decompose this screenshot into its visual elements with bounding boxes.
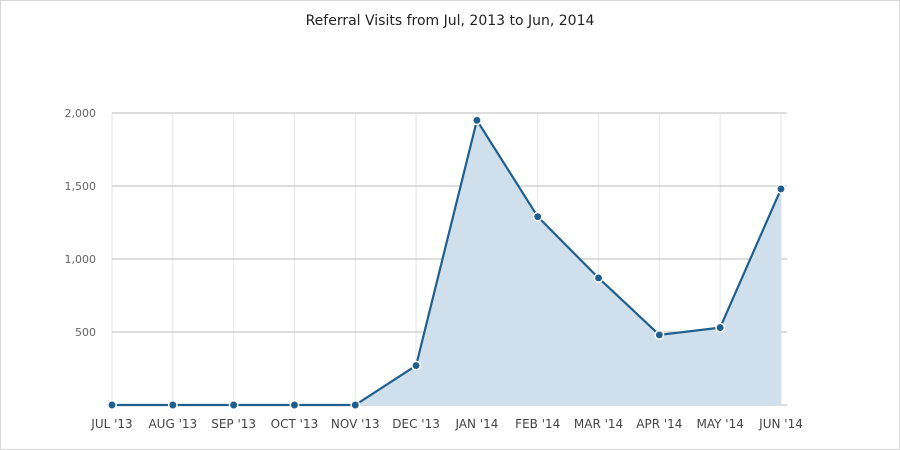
data-point-6 [471, 115, 482, 126]
data-point-5 [411, 360, 422, 371]
y-tick-label: 500 [75, 326, 96, 339]
data-point-7 [532, 211, 543, 222]
x-tick-label: SEP '13 [211, 417, 256, 431]
chart-title: Referral Visits from Jul, 2013 to Jun, 2… [305, 13, 595, 29]
data-point-1 [167, 400, 178, 410]
data-point-10 [715, 322, 726, 333]
x-tick-label: AUG '13 [148, 417, 197, 431]
y-tick-label: 1,500 [65, 180, 97, 193]
x-tick-label: APR '14 [636, 417, 682, 431]
series-area [112, 120, 781, 406]
data-point-4 [350, 400, 361, 410]
x-tick-label: JUL '13 [90, 417, 132, 431]
data-point-2 [228, 400, 239, 410]
data-point-3 [289, 400, 300, 410]
x-tick-label: MAR '14 [574, 417, 623, 431]
data-point-9 [654, 329, 665, 340]
x-tick-label: JUN '14 [758, 417, 803, 431]
x-tick-label: JAN '14 [454, 417, 498, 431]
x-tick-label: NOV '13 [331, 417, 380, 431]
data-point-0 [107, 400, 117, 410]
series-line [112, 119, 783, 407]
x-tick-label: DEC '13 [392, 417, 440, 431]
data-point-11 [776, 183, 786, 194]
x-tick-label: OCT '13 [271, 417, 319, 431]
y-tick-label: 2,000 [65, 107, 97, 120]
data-point-8 [593, 273, 604, 283]
x-tick-label: FEB '14 [515, 417, 560, 431]
y-tick-label: 1,000 [65, 253, 97, 266]
x-tick-label: MAY '14 [697, 417, 744, 431]
